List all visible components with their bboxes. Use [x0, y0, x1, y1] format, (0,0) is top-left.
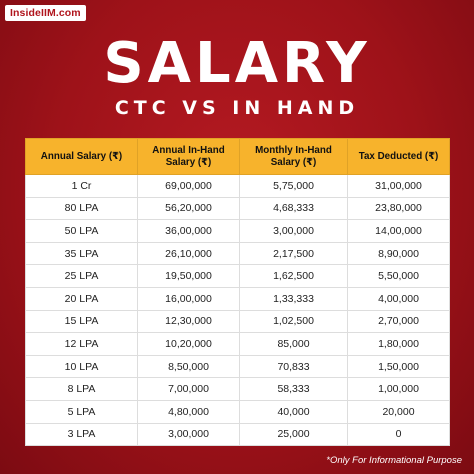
annual-in-hand-cell: 56,20,000 — [137, 196, 240, 221]
tax-deducted-cell: 1,00,000 — [347, 377, 450, 401]
column-header-monthly-in-hand: Monthly In-Hand Salary (₹) — [239, 138, 348, 175]
annual-in-hand-cell: 19,50,000 — [137, 264, 240, 288]
brand-logo: InsideIIM.com — [5, 5, 86, 21]
annual-in-hand-cell: 7,00,000 — [137, 377, 240, 401]
annual-salary-cell: 10 LPA — [25, 354, 138, 379]
table-row: 20 LPA 16,00,000 1,33,333 4,00,000 — [25, 286, 450, 311]
footnote: *Only For Informational Purpose — [326, 455, 462, 466]
monthly-in-hand-cell: 1,33,333 — [239, 286, 348, 311]
monthly-in-hand-cell: 25,000 — [239, 422, 348, 447]
table-row: 50 LPA 36,00,000 3,00,000 14,00,000 — [25, 219, 450, 243]
table-row: 12 LPA 10,20,000 85,000 1,80,000 — [25, 332, 450, 356]
monthly-in-hand-cell: 3,00,000 — [239, 219, 348, 243]
monthly-in-hand-cell: 85,000 — [239, 332, 348, 356]
table-row: 25 LPA 19,50,000 1,62,500 5,50,000 — [25, 264, 450, 288]
tax-deducted-cell: 1,80,000 — [347, 332, 450, 356]
annual-salary-cell: 5 LPA — [25, 399, 138, 424]
tax-deducted-cell: 20,000 — [347, 399, 450, 424]
salary-table-container: Annual Salary (₹) Annual In-Hand Salary … — [25, 138, 450, 447]
tax-deducted-cell: 5,50,000 — [347, 264, 450, 288]
column-header-tax-deducted: Tax Deducted (₹) — [347, 138, 450, 175]
annual-salary-cell: 50 LPA — [25, 219, 138, 243]
annual-salary-cell: 12 LPA — [25, 332, 138, 356]
monthly-in-hand-cell: 40,000 — [239, 399, 348, 424]
annual-salary-cell: 15 LPA — [25, 309, 138, 334]
salary-table: Annual Salary (₹) Annual In-Hand Salary … — [25, 138, 450, 447]
table-row: 35 LPA 26,10,000 2,17,500 8,90,000 — [25, 241, 450, 266]
table-row: 1 Cr 69,00,000 5,75,000 31,00,000 — [25, 174, 450, 198]
table-row: 15 LPA 12,30,000 1,02,500 2,70,000 — [25, 309, 450, 334]
table-row: 80 LPA 56,20,000 4,68,333 23,80,000 — [25, 196, 450, 221]
annual-salary-cell: 3 LPA — [25, 422, 138, 447]
tax-deducted-cell: 1,50,000 — [347, 354, 450, 379]
table-row: 3 LPA 3,00,000 25,000 0 — [25, 422, 450, 447]
monthly-in-hand-cell: 70,833 — [239, 354, 348, 379]
annual-in-hand-cell: 10,20,000 — [137, 332, 240, 356]
table-body: 1 Cr 69,00,000 5,75,000 31,00,000 80 LPA 56,2… — [25, 174, 450, 447]
monthly-in-hand-cell: 5,75,000 — [239, 174, 348, 198]
annual-in-hand-cell: 8,50,000 — [137, 354, 240, 379]
annual-in-hand-cell: 69,00,000 — [137, 174, 240, 198]
annual-salary-cell: 80 LPA — [25, 196, 138, 221]
tax-deducted-cell: 2,70,000 — [347, 309, 450, 334]
annual-salary-cell: 8 LPA — [25, 377, 138, 401]
monthly-in-hand-cell: 4,68,333 — [239, 196, 348, 221]
annual-in-hand-cell: 36,00,000 — [137, 219, 240, 243]
annual-in-hand-cell: 4,80,000 — [137, 399, 240, 424]
table-row: 10 LPA 8,50,000 70,833 1,50,000 — [25, 354, 450, 379]
page-title: SALARY — [103, 31, 371, 96]
annual-in-hand-cell: 3,00,000 — [137, 422, 240, 447]
annual-in-hand-cell: 26,10,000 — [137, 241, 240, 266]
tax-deducted-cell: 8,90,000 — [347, 241, 450, 266]
annual-in-hand-cell: 12,30,000 — [137, 309, 240, 334]
column-header-annual-salary: Annual Salary (₹) — [25, 138, 138, 175]
page-subtitle: CTC VS IN HAND — [114, 97, 360, 119]
annual-salary-cell: 20 LPA — [25, 286, 138, 311]
table-row: 5 LPA 4,80,000 40,000 20,000 — [25, 399, 450, 424]
tax-deducted-cell: 14,00,000 — [347, 219, 450, 243]
tax-deducted-cell: 23,80,000 — [347, 196, 450, 221]
annual-salary-cell: 25 LPA — [25, 264, 138, 288]
monthly-in-hand-cell: 1,02,500 — [239, 309, 348, 334]
tax-deducted-cell: 0 — [347, 422, 450, 447]
annual-in-hand-cell: 16,00,000 — [137, 286, 240, 311]
tax-deducted-cell: 31,00,000 — [347, 174, 450, 198]
monthly-in-hand-cell: 2,17,500 — [239, 241, 348, 266]
table-header-row: Annual Salary (₹) Annual In-Hand Salary … — [25, 138, 450, 175]
annual-salary-cell: 35 LPA — [25, 241, 138, 266]
tax-deducted-cell: 4,00,000 — [347, 286, 450, 311]
column-header-annual-in-hand: Annual In-Hand Salary (₹) — [137, 138, 240, 175]
monthly-in-hand-cell: 58,333 — [239, 377, 348, 401]
monthly-in-hand-cell: 1,62,500 — [239, 264, 348, 288]
annual-salary-cell: 1 Cr — [25, 174, 138, 198]
table-row: 8 LPA 7,00,000 58,333 1,00,000 — [25, 377, 450, 401]
